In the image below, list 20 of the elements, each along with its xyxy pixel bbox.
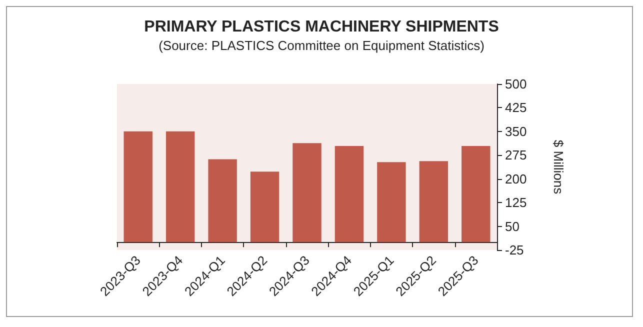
y-tick-label: 275: [505, 148, 527, 163]
y-tick-label: 125: [505, 195, 527, 210]
chart-subtitle: (Source: PLASTICS Committee on Equipment Statistics): [158, 38, 484, 53]
y-tick-label: 500: [505, 76, 527, 92]
y-axis-title: $ Millions: [551, 140, 566, 195]
bar: [419, 161, 448, 242]
bar: [208, 159, 237, 242]
chart-title: PRIMARY PLASTICS MACHINERY SHIPMENTS: [144, 18, 500, 36]
bar: [250, 172, 280, 242]
y-tick-label: 200: [505, 171, 527, 186]
bar: [124, 131, 152, 242]
y-tick-label: -25: [505, 242, 524, 258]
bar: [462, 146, 490, 242]
y-tick-label: 50: [505, 218, 520, 234]
y-tick-label: 350: [505, 124, 527, 139]
bar: [377, 162, 406, 242]
bar: [334, 146, 364, 242]
y-tick-label: 425: [505, 100, 527, 116]
bar: [292, 143, 322, 242]
bar: [166, 131, 195, 242]
